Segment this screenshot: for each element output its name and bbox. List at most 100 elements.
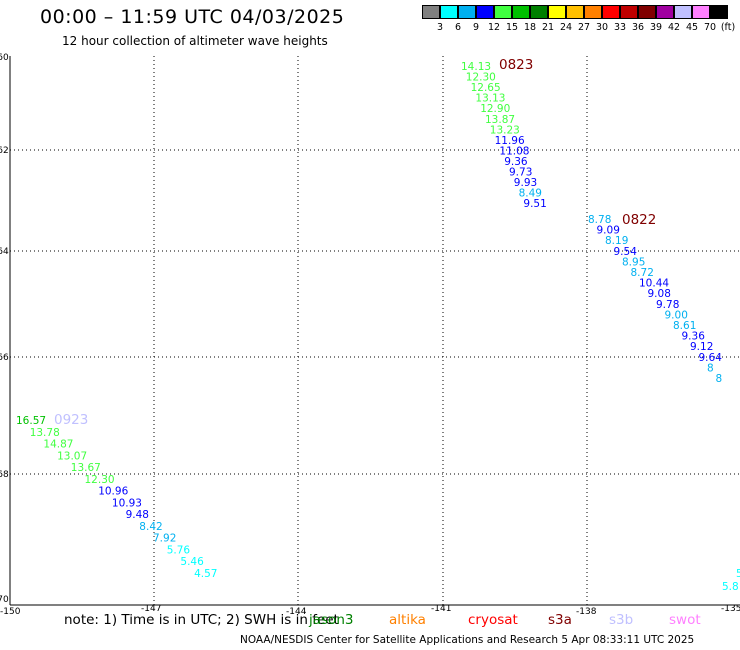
satellite-pass: 16.5713.7814.8713.0713.6712.3010.9610.93… — [16, 412, 217, 580]
satellite-pass: 8.789.098.199.548.958.7210.449.089.789.0… — [588, 212, 722, 385]
wave-height-value: 9.78 — [656, 299, 679, 311]
colorbar-label: 15 — [505, 22, 519, 33]
wave-height-value: 13.87 — [485, 114, 515, 126]
colorbar-swatch — [584, 5, 602, 19]
satellite-legend-item: cryosat — [468, 612, 518, 628]
wave-height-value: 9.09 — [597, 225, 620, 237]
colorbar-label: 30 — [595, 22, 609, 33]
colorbar-swatch — [638, 5, 656, 19]
colorbar-swatch — [602, 5, 620, 19]
latitude-tick-label: -62 — [0, 146, 9, 156]
longitude-tick-label: -150 — [0, 607, 21, 617]
latitude-tick-label: -68 — [0, 470, 9, 480]
longitude-tick-label: -135 — [721, 604, 740, 614]
colorbar-swatch — [440, 5, 458, 19]
colorbar-swatch — [710, 5, 728, 19]
wave-height-value: 10.93 — [112, 497, 142, 509]
satellite-legend-item: jason3 — [309, 612, 354, 628]
colorbar-label: 12 — [487, 22, 501, 33]
pass-time-label: 0923 — [54, 412, 88, 428]
colorbar-label: 70 — [703, 22, 717, 33]
wave-height-value: 9.48 — [126, 509, 149, 521]
axis-tick-labels: -150 -147 -144 -141 -138 -135 -60 -62 -64 -66 -68 -… — [0, 53, 740, 617]
latitude-tick-label: -70 — [0, 595, 9, 605]
colorbar-swatch — [620, 5, 638, 19]
colorbar-swatch — [548, 5, 566, 19]
wave-height-value: 9.73 — [509, 167, 532, 179]
wave-height-value: 8 — [707, 362, 714, 374]
colorbar-label: (ft) — [720, 22, 736, 33]
colorbar-swatch — [566, 5, 584, 19]
colorbar-label: 24 — [559, 22, 573, 33]
satellite-pass: 14.1312.3012.6513.1312.9013.8713.2311.96… — [461, 57, 547, 210]
colorbar-swatch — [692, 5, 710, 19]
footer-note: note: 1) Time is in UTC; 2) SWH is in fe… — [64, 612, 339, 628]
longitude-tick-label: -147 — [141, 604, 161, 614]
wave-height-value: 13.13 — [475, 93, 505, 105]
colorbar-swatch — [422, 5, 440, 19]
wave-height-value: 9.36 — [682, 331, 706, 343]
colorbar-label: 45 — [685, 22, 699, 33]
colorbar-label: 42 — [667, 22, 681, 33]
colorbar-label: 21 — [541, 22, 555, 33]
wave-height-value: 13.07 — [57, 450, 87, 462]
colorbar-swatch — [494, 5, 512, 19]
colorbar-label: 33 — [613, 22, 627, 33]
wave-height-value: 11.08 — [499, 145, 529, 157]
colorbar-label: 39 — [649, 22, 663, 33]
wave-height-value: 8.42 — [139, 521, 162, 533]
colorbar-label: 3 — [436, 22, 444, 33]
wave-height-value: 9.36 — [504, 156, 528, 168]
page-title: 00:00 – 11:59 UTC 04/03/2025 — [40, 6, 345, 28]
page-subtitle: 12 hour collection of altimeter wave hei… — [62, 34, 328, 48]
credit-line: NOAA/NESDIS Center for Satellite Applica… — [240, 634, 695, 646]
wave-height-value: 5 — [736, 568, 740, 580]
wave-height-value: 9.54 — [614, 246, 638, 258]
wave-height-value: 9.12 — [690, 341, 713, 353]
wave-height-value: 5.46 — [180, 556, 204, 568]
wave-height-value: 7.92 — [153, 533, 176, 545]
wave-height-value: 8 — [716, 373, 723, 385]
wave-height-value: 9.08 — [648, 288, 671, 300]
wave-height-value: 5.76 — [167, 544, 191, 556]
pass-time-label: 0823 — [499, 57, 533, 73]
wave-height-value: 5.8 — [722, 581, 739, 593]
wave-height-value: 16.57 — [16, 415, 46, 427]
colorbar-label: 27 — [577, 22, 591, 33]
colorbar-label: 6 — [454, 22, 462, 33]
colorbar-swatch — [512, 5, 530, 19]
altimeter-tracks: 14.1312.3012.6513.1312.9013.8713.2311.96… — [16, 57, 740, 593]
map-frame — [9, 56, 740, 606]
wave-height-value: 4.57 — [194, 568, 217, 580]
wave-height-value: 8.78 — [588, 214, 611, 226]
colorbar-swatch — [656, 5, 674, 19]
wave-height-value: 13.23 — [490, 124, 520, 136]
satellite-legend-item: s3b — [609, 612, 634, 628]
colorbar-label: 18 — [523, 22, 537, 33]
wave-height-value: 12.30 — [85, 474, 115, 486]
wave-height-value: 14.87 — [43, 439, 73, 451]
wave-height-value: 12.90 — [480, 103, 510, 115]
wave-height-value: 12.30 — [466, 72, 496, 84]
pass-time-label: 0822 — [622, 212, 656, 228]
wave-height-value: 11.96 — [495, 135, 525, 147]
wave-height-value: 13.78 — [30, 427, 60, 439]
satellite-pass: 55.8 — [722, 568, 740, 593]
wave-height-value: 12.65 — [471, 82, 501, 94]
wave-height-value: 8.49 — [519, 188, 542, 200]
latitude-tick-label: -66 — [0, 353, 9, 363]
longitude-tick-label: -144 — [286, 607, 307, 617]
satellite-legend-item: altika — [389, 612, 426, 628]
satellite-legend-item: swot — [669, 612, 701, 628]
wave-height-value: 9.00 — [665, 309, 688, 321]
wave-height-value: 9.93 — [514, 177, 537, 189]
longitude-tick-label: -141 — [431, 604, 451, 614]
graticule — [10, 56, 740, 605]
satellite-legend-item: s3a — [548, 612, 572, 628]
wave-height-value: 8.61 — [673, 320, 696, 332]
colorbar-label: 9 — [472, 22, 480, 33]
wave-height-value: 10.96 — [98, 486, 128, 498]
wave-height-value: 14.13 — [461, 61, 491, 73]
wave-height-value: 9.51 — [523, 198, 546, 210]
